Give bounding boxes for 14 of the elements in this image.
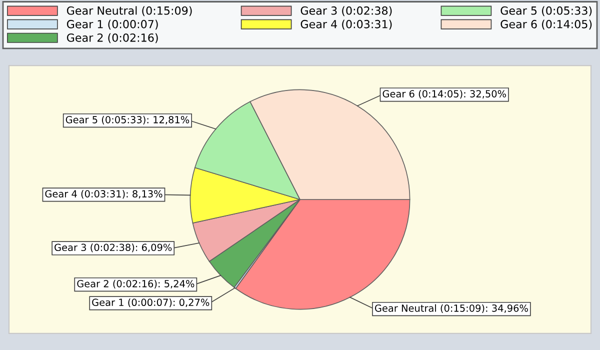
data-label: Gear 2 (0:02:16): 5,24% <box>77 280 194 288</box>
legend-label: Gear 4 (0:03:31) <box>300 20 392 30</box>
legend-label: Gear 5 (0:05:33) <box>500 6 592 16</box>
legend-label: Gear 6 (0:14:05) <box>500 20 592 30</box>
legend-label: Gear 1 (0:00:07) <box>66 20 158 30</box>
data-label: Gear 1 (0:00:07): 0,27% <box>92 298 210 308</box>
legend-label: Gear 2 (0:02:16) <box>66 33 158 44</box>
legend-label: Gear Neutral (0:15:09) <box>66 6 192 16</box>
data-label: Gear Neutral (0:15:09): 34,96% <box>374 304 528 313</box>
data-label: Gear 3 (0:02:38): 6,09% <box>54 244 172 252</box>
legend-label: Gear 3 (0:02:38) <box>300 6 392 16</box>
data-label: Gear 6 (0:14:05): 32,50% <box>382 90 506 99</box>
data-label: Gear 5 (0:05:33): 12,81% <box>66 116 190 125</box>
data-label: Gear 4 (0:03:31): 8,13% <box>45 190 162 199</box>
